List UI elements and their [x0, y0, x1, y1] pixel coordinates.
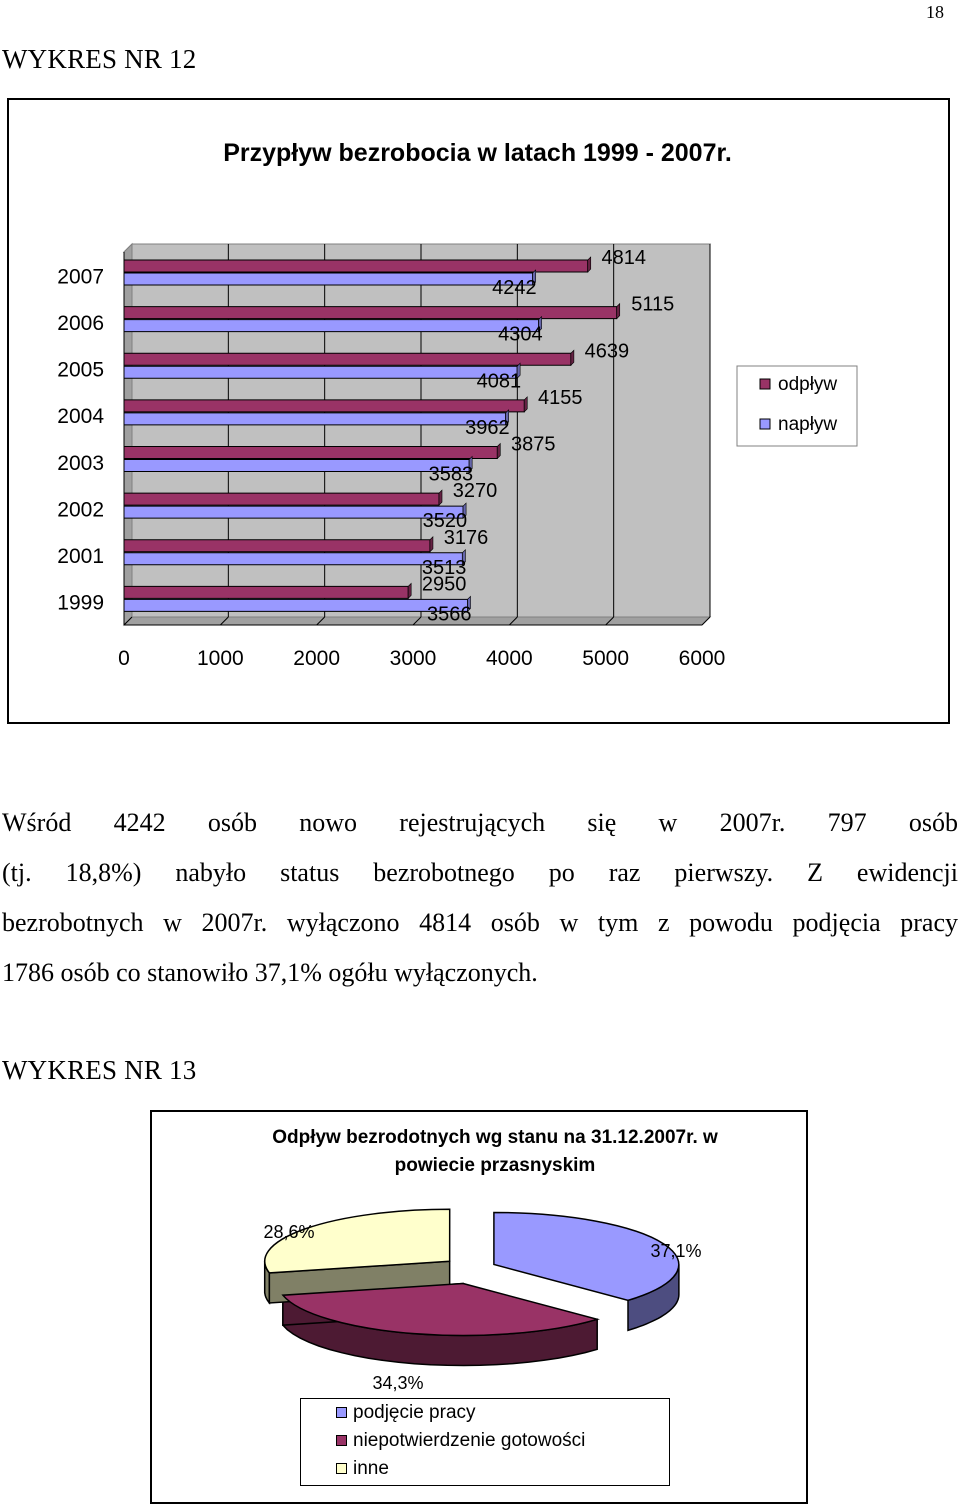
- bar-naplyw: [123, 459, 470, 472]
- x-tick-label: 1000: [197, 647, 244, 670]
- data-label-naplyw: 3962: [465, 417, 510, 439]
- x-tick-label: 2000: [293, 647, 340, 670]
- legend-label-odplyw: odpływ: [778, 374, 837, 395]
- legend-label-podjecie: podjęcie pracy: [353, 1402, 476, 1423]
- data-label-odplyw: 3270: [453, 480, 498, 502]
- data-label-odplyw: 2950: [422, 573, 467, 595]
- bar-odplyw: [123, 352, 572, 366]
- data-label-odplyw: 3176: [444, 527, 489, 549]
- bar-naplyw: [123, 552, 463, 566]
- x-tick-label: 5000: [582, 647, 629, 670]
- y-tick-label: 1999: [57, 592, 104, 615]
- chart-12-svg: 0 1000 2000 3000 4000 5000 6000 1999 2950 3566 200…: [57, 242, 858, 670]
- y-tick-label: 2004: [57, 405, 104, 428]
- data-label-odplyw: 4155: [538, 387, 583, 409]
- chart-12-title: Przypływ bezrobocia w latach 1999 - 2007…: [223, 139, 732, 167]
- legend-swatch-naplyw: [759, 418, 771, 430]
- x-tick-label: 6000: [679, 647, 726, 670]
- y-tick-label: 2003: [57, 452, 104, 475]
- data-label-odplyw: 5115: [631, 294, 674, 316]
- heading-chart-12: WYKRES NR 12: [2, 44, 197, 74]
- page-number: 18: [926, 2, 944, 22]
- bar-side-odplyw: [587, 256, 592, 273]
- paragraph-line-4: 1786 osób co stanowiło 37,1% ogółu wyłąc…: [2, 958, 538, 987]
- data-label-naplyw: 4081: [477, 370, 522, 392]
- data-label-odplyw: 4639: [585, 340, 630, 362]
- legend-label-naplyw: napływ: [778, 414, 837, 435]
- paragraph-line-2: (tj. 18,8%) nabyło status bezrobotnego p…: [2, 858, 958, 887]
- legend-swatch-odplyw: [759, 378, 771, 390]
- data-label-naplyw: 3513: [422, 557, 467, 579]
- bar-side-naplyw: [538, 315, 542, 333]
- bar-side-odplyw: [570, 349, 575, 366]
- bar-side-odplyw: [616, 302, 621, 320]
- data-label-odplyw: 3875: [511, 434, 556, 456]
- legend-label-niepotwierdzenie: niepotwierdzenie gotowości: [353, 1430, 586, 1451]
- chart-13-title-line-1: Odpływ bezrodotnych wg stanu na 31.12.20…: [272, 1127, 718, 1148]
- x-tick-label: 4000: [486, 647, 533, 670]
- x-tick-label: 0: [118, 647, 130, 670]
- legend-label-inne: inne: [353, 1458, 389, 1479]
- bar-naplyw: [123, 598, 469, 612]
- data-label-naplyw: 3566: [427, 603, 472, 625]
- x-tick-label: 3000: [390, 647, 437, 670]
- data-label-odplyw: 4814: [601, 247, 646, 269]
- legend-swatch-inne: [336, 1463, 347, 1474]
- body-paragraph: Wśród 4242 osób nowo rejestrujących się …: [2, 798, 958, 998]
- data-label-naplyw: 3583: [429, 464, 474, 486]
- bar-naplyw: [123, 272, 534, 286]
- plot-side-wall: [123, 242, 133, 627]
- chart-13-title-line-2: powiecie przasnyskim: [394, 1155, 596, 1176]
- y-tick-label: 2002: [57, 498, 104, 521]
- bar-side-odplyw: [523, 396, 528, 413]
- bar-side-naplyw: [532, 269, 536, 286]
- bar-side-naplyw: [462, 549, 466, 566]
- data-label-naplyw: 4304: [498, 324, 543, 346]
- bar-side-odplyw: [429, 536, 434, 553]
- y-tick-label: 2006: [57, 312, 104, 335]
- bar-naplyw: [123, 365, 518, 379]
- x-tick-mark: [316, 616, 326, 626]
- x-tick-mark: [219, 616, 229, 626]
- legend-item-inne: inne: [336, 1458, 389, 1480]
- bar-naplyw: [123, 412, 507, 426]
- chart-13-legend: podjęcie pracy niepotwierdzenie gotowośc…: [300, 1398, 670, 1486]
- paragraph-line-1: Wśród 4242 osób nowo rejestrujących się …: [2, 808, 958, 837]
- data-label-naplyw: 3520: [423, 510, 468, 532]
- bar-odplyw: [123, 492, 440, 506]
- bar-side-naplyw: [516, 362, 521, 379]
- bar-side-odplyw: [438, 489, 443, 506]
- paragraph-line-3: bezrobotnych w 2007r. wyłączono 4814 osó…: [2, 908, 958, 937]
- x-tick-mark: [605, 616, 615, 626]
- legend-swatch-niepotwierdzenie: [336, 1435, 347, 1446]
- bar-naplyw: [123, 505, 464, 519]
- bar-odplyw: [123, 259, 589, 273]
- bar-odplyw: [123, 306, 618, 320]
- x-tick-mark: [508, 616, 518, 626]
- bar-naplyw: [123, 319, 540, 333]
- legend-item-niepotwierdzenie: niepotwierdzenie gotowości: [336, 1430, 586, 1452]
- x-tick-mark: [412, 616, 422, 626]
- y-tick-label: 2005: [57, 359, 104, 382]
- x-tick-mark: [701, 616, 711, 626]
- bar-odplyw: [123, 446, 498, 459]
- bar-odplyw: [123, 585, 409, 599]
- chart-13-title: Odpływ bezrodotnych wg stanu na 31.12.20…: [150, 1124, 840, 1180]
- x-tick-mark: [123, 616, 133, 626]
- bar-side-naplyw: [505, 409, 509, 426]
- data-label-naplyw: 4242: [492, 277, 537, 299]
- bar-side-odplyw: [496, 442, 501, 460]
- y-tick-label: 2007: [57, 265, 104, 288]
- y-tick-label: 2001: [57, 545, 104, 568]
- bar-odplyw: [123, 399, 525, 413]
- bar-side-naplyw: [467, 595, 471, 613]
- legend-item-podjecie: podjęcie pracy: [336, 1402, 476, 1424]
- heading-chart-13: WYKRES NR 13: [2, 1055, 197, 1085]
- legend-swatch-podjecie: [336, 1407, 347, 1418]
- chart-12-legend: [736, 365, 858, 447]
- bar-side-naplyw: [468, 455, 473, 473]
- bar-side-odplyw: [407, 582, 412, 600]
- bar-odplyw: [123, 539, 431, 553]
- bar-side-naplyw: [462, 502, 467, 519]
